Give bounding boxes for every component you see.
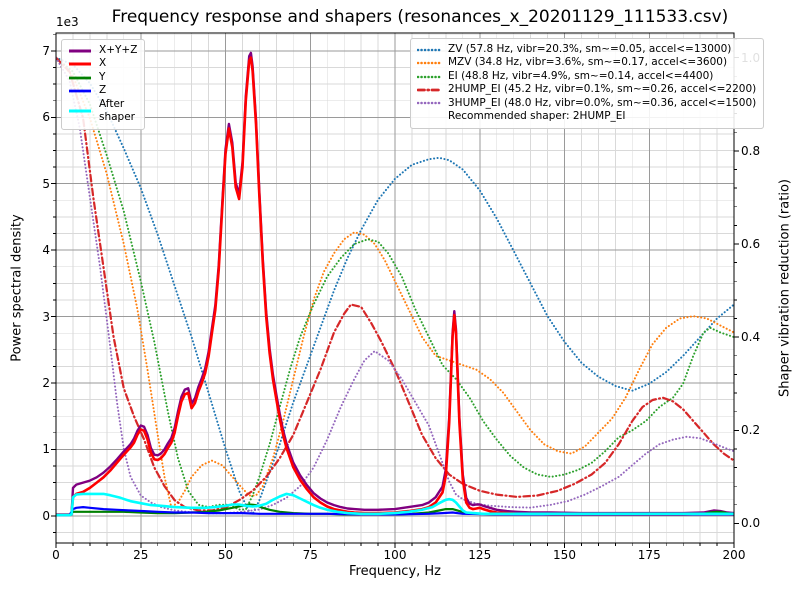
x-legend-line xyxy=(69,62,91,66)
x-tick-label: 0 xyxy=(52,548,60,562)
legend-shapers: ZV (57.8 Hz, vibr=20.3%, sm~=0.05, accel… xyxy=(410,38,765,129)
x-tick-label: 100 xyxy=(383,548,407,562)
legend-item-label: Recommended shaper: 2HUMP_EI xyxy=(448,110,626,123)
series-EI xyxy=(56,56,734,511)
y-left-tick-label: 7 xyxy=(42,43,50,58)
after_shaper-legend-line xyxy=(69,109,91,113)
y-left-tick-label: 5 xyxy=(42,176,50,191)
series-2HUMP_EI xyxy=(56,56,734,512)
y-left-tick-label: 2 xyxy=(42,375,50,390)
MZV-legend-line xyxy=(417,61,441,65)
y-right-tick-label: 0.6 xyxy=(741,236,761,251)
empty-legend-line xyxy=(417,112,441,122)
curves xyxy=(56,51,734,517)
legend-item-label: X+Y+Z xyxy=(99,44,138,56)
x-tick-label: 50 xyxy=(217,548,234,562)
y-right-tick-label: 0.2 xyxy=(741,423,761,438)
y-left-tick-label: 6 xyxy=(42,110,50,125)
y-legend-line xyxy=(69,76,91,79)
legend-item-after_shaper: After shaper xyxy=(68,98,137,125)
legend-item-MZV: MZV (34.8 Hz, vibr=3.6%, sm~=0.17, accel… xyxy=(417,56,756,69)
2HUMP_EI-legend-line xyxy=(417,88,441,92)
series-ZV xyxy=(56,56,734,516)
legend-item-sum: X+Y+Z xyxy=(68,44,137,57)
legend-item-label: MZV (34.8 Hz, vibr=3.6%, sm~=0.17, accel… xyxy=(448,56,728,69)
legend-item-label: X xyxy=(99,57,107,70)
legend-item-label: Y xyxy=(99,70,106,83)
EI-legend-line xyxy=(417,75,441,78)
series-x xyxy=(56,56,734,517)
x-axis-label: Frequency, Hz xyxy=(348,564,442,579)
x-tick-label: 125 xyxy=(468,548,492,562)
series-MZV xyxy=(56,56,734,509)
series-3HUMP_EI xyxy=(56,56,734,515)
series-z xyxy=(56,506,734,517)
y-right-tick-label: 0.4 xyxy=(741,330,761,345)
legend-item-label: 2HUMP_EI (45.2 Hz, vibr=0.1%, sm~=0.26, … xyxy=(448,83,757,96)
3HUMP_EI-legend-line xyxy=(417,102,441,105)
tick-marks xyxy=(51,33,739,548)
y-axis-label-right: Shaper vibration reduction (ratio) xyxy=(777,179,793,397)
y-right-tick-label: 0.0 xyxy=(741,516,761,531)
ZV-legend-line xyxy=(417,48,441,51)
x-tick-label: 25 xyxy=(133,548,149,562)
y-right-tick-label: 0.8 xyxy=(741,143,761,158)
legend-item-label: 3HUMP_EI (48.0 Hz, vibr=0.0%, sm~=0.36, … xyxy=(448,96,757,109)
legend-psd: X+Y+Z X Y Z After shaper xyxy=(61,39,146,130)
y-left-tick-label: 4 xyxy=(42,243,50,258)
legend-item-EI: EI (48.8 Hz, vibr=4.9%, sm~=0.14, accel<… xyxy=(417,70,756,83)
legend-item-y: Y xyxy=(68,71,137,84)
y-left-tick-label: 1 xyxy=(42,442,50,457)
chart-title: Frequency response and shapers (resonanc… xyxy=(111,7,729,27)
y-axis-offset-label: 1e3 xyxy=(56,15,79,29)
legend-item-3HUMP_EI: 3HUMP_EI (48.0 Hz, vibr=0.0%, sm~=0.36, … xyxy=(417,97,756,110)
legend-item-label: After shaper xyxy=(99,97,136,124)
legend-item-x: X xyxy=(68,57,137,70)
x-tick-label: 200 xyxy=(722,548,746,562)
legend-item-label: EI (48.8 Hz, vibr=4.9%, sm~=0.14, accel<… xyxy=(448,69,714,82)
y-axis-label-left: Power spectral density xyxy=(9,214,25,362)
legend-item-z: Z xyxy=(68,84,137,97)
y-left-tick-label: 0 xyxy=(42,508,50,523)
z-legend-line xyxy=(69,89,91,93)
x-tick-label: 150 xyxy=(553,548,576,562)
x-tick-label: 175 xyxy=(637,548,661,562)
sum-legend-line xyxy=(69,49,91,53)
x-tick-label: 75 xyxy=(302,548,318,562)
legend-item-footer: Recommended shaper: 2HUMP_EI xyxy=(417,110,756,123)
series-after_shaper xyxy=(56,492,734,517)
y-left-tick-label: 3 xyxy=(42,309,50,324)
legend-item-2HUMP_EI: 2HUMP_EI (45.2 Hz, vibr=0.1%, sm~=0.26, … xyxy=(417,83,756,96)
legend-item-ZV: ZV (57.8 Hz, vibr=20.3%, sm~=0.05, accel… xyxy=(417,43,756,56)
grid xyxy=(55,33,735,543)
legend-item-label: ZV (57.8 Hz, vibr=20.3%, sm~=0.05, accel… xyxy=(448,43,732,55)
legend-item-label: Z xyxy=(99,84,107,97)
